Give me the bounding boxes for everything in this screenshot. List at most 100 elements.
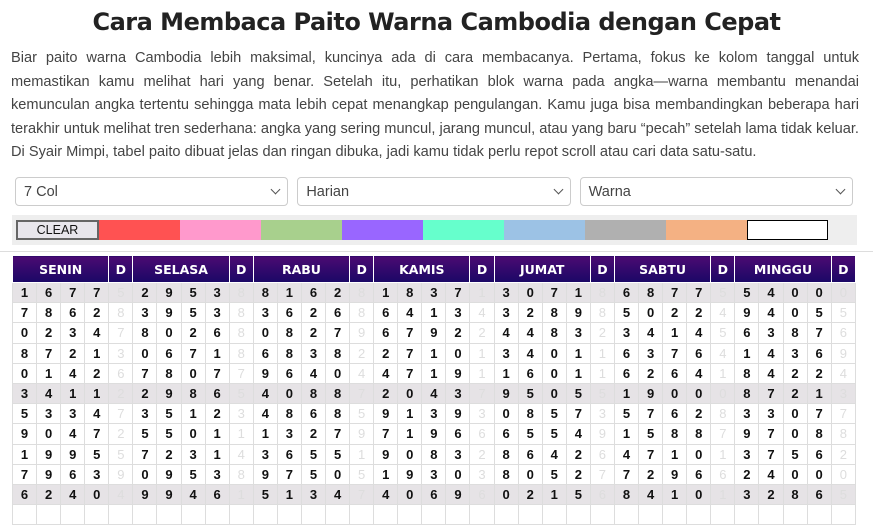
digit-cell[interactable]: 4 <box>421 382 447 405</box>
digit-cell[interactable]: 4 <box>758 281 784 304</box>
digit-cell[interactable]: 8 <box>541 322 567 344</box>
digit-cell[interactable]: 9 <box>252 362 278 384</box>
digit-cell[interactable]: 8 <box>11 342 38 364</box>
digit-cell[interactable]: 4 <box>758 342 784 364</box>
digit-cell[interactable]: 4 <box>60 483 86 506</box>
digit-cell[interactable]: 9 <box>60 443 86 465</box>
columns-select[interactable]: 7 Col <box>15 177 289 206</box>
digit-cell[interactable]: 7 <box>758 443 784 465</box>
digit-cell[interactable]: 0 <box>686 382 712 405</box>
digit-cell[interactable]: 2 <box>782 382 808 405</box>
color-swatch[interactable] <box>180 220 261 240</box>
digit-cell[interactable]: 6 <box>36 281 62 304</box>
digit-cell[interactable]: 7 <box>758 382 784 405</box>
digit-cell[interactable]: 3 <box>252 302 278 324</box>
digit-cell[interactable]: 2 <box>373 382 399 405</box>
digit-cell[interactable]: 6 <box>276 443 302 465</box>
digit-cell[interactable]: 2 <box>132 382 158 405</box>
digit-cell[interactable]: 9 <box>156 463 182 485</box>
digit-cell[interactable]: 0 <box>686 443 712 465</box>
digit-cell[interactable]: 9 <box>493 382 519 405</box>
digit-cell[interactable]: 2 <box>782 362 808 384</box>
digit-cell[interactable]: 1 <box>204 423 230 445</box>
digit-cell[interactable]: 2 <box>662 302 688 324</box>
digit-cell[interactable]: 6 <box>445 423 471 445</box>
digit-cell[interactable]: 3 <box>758 322 784 344</box>
digit-cell[interactable]: 3 <box>782 342 808 364</box>
digit-cell[interactable]: 9 <box>252 463 278 485</box>
digit-cell[interactable]: 4 <box>84 322 110 344</box>
digit-cell[interactable]: 0 <box>782 463 808 485</box>
digit-cell[interactable]: 6 <box>373 322 399 344</box>
digit-cell[interactable]: 6 <box>517 362 543 384</box>
color-swatch[interactable] <box>261 220 342 240</box>
digit-cell[interactable]: 3 <box>36 403 62 425</box>
digit-cell[interactable]: 4 <box>758 362 784 384</box>
digit-cell[interactable]: 2 <box>204 403 230 425</box>
digit-cell[interactable]: 3 <box>421 403 447 425</box>
digit-cell[interactable]: 2 <box>565 443 591 465</box>
digit-cell[interactable]: 3 <box>11 382 38 405</box>
digit-cell[interactable]: 1 <box>11 281 38 304</box>
digit-cell[interactable]: 5 <box>84 443 110 465</box>
digit-cell[interactable]: 2 <box>84 362 110 384</box>
digit-cell[interactable]: 0 <box>638 302 664 324</box>
digit-cell[interactable]: 2 <box>638 362 664 384</box>
digit-cell[interactable]: 1 <box>613 423 640 445</box>
digit-cell[interactable]: 5 <box>325 443 351 465</box>
digit-cell[interactable]: 9 <box>445 403 471 425</box>
digit-cell[interactable]: 1 <box>11 443 38 465</box>
digit-cell[interactable]: 7 <box>132 443 158 465</box>
digit-cell[interactable]: 2 <box>60 342 86 364</box>
digit-cell[interactable]: 4 <box>300 362 327 384</box>
digit-cell[interactable]: 6 <box>11 483 38 506</box>
digit-cell[interactable]: 5 <box>252 483 278 506</box>
digit-cell[interactable]: 0 <box>686 483 712 506</box>
digit-cell[interactable]: 1 <box>276 483 302 506</box>
digit-cell[interactable]: 5 <box>156 423 182 445</box>
digit-cell[interactable]: 7 <box>686 281 712 304</box>
digit-cell[interactable]: 6 <box>613 342 640 364</box>
digit-cell[interactable]: 3 <box>565 322 591 344</box>
digit-cell[interactable]: 6 <box>613 362 640 384</box>
digit-cell[interactable]: 8 <box>156 362 182 384</box>
digit-cell[interactable]: 8 <box>300 382 327 405</box>
digit-cell[interactable]: 3 <box>758 403 784 425</box>
digit-cell[interactable]: 6 <box>276 362 302 384</box>
digit-cell[interactable]: 5 <box>156 403 182 425</box>
digit-cell[interactable]: 9 <box>156 302 182 324</box>
digit-cell[interactable]: 7 <box>84 423 110 445</box>
digit-cell[interactable]: 7 <box>325 322 351 344</box>
digit-cell[interactable]: 6 <box>686 342 712 364</box>
digit-cell[interactable]: 7 <box>132 362 158 384</box>
digit-cell[interactable]: 1 <box>421 362 447 384</box>
digit-cell[interactable]: 3 <box>204 463 230 485</box>
digit-cell[interactable]: 8 <box>276 342 302 364</box>
digit-cell[interactable]: 8 <box>36 302 62 324</box>
digit-cell[interactable]: 0 <box>517 463 543 485</box>
digit-cell[interactable]: 4 <box>84 403 110 425</box>
digit-cell[interactable]: 5 <box>565 483 591 506</box>
digit-cell[interactable]: 1 <box>662 443 688 465</box>
digit-cell[interactable]: 9 <box>421 322 447 344</box>
digit-cell[interactable]: 9 <box>565 302 591 324</box>
digit-cell[interactable]: 4 <box>60 362 86 384</box>
digit-cell[interactable]: 9 <box>734 423 760 445</box>
digit-cell[interactable]: 0 <box>84 483 110 506</box>
color-swatch[interactable] <box>585 220 666 240</box>
digit-cell[interactable]: 4 <box>493 322 519 344</box>
digit-cell[interactable]: 7 <box>758 423 784 445</box>
digit-cell[interactable]: 3 <box>180 443 206 465</box>
digit-cell[interactable]: 4 <box>541 443 567 465</box>
digit-cell[interactable]: 5 <box>300 463 327 485</box>
digit-cell[interactable]: 3 <box>493 281 519 304</box>
digit-cell[interactable]: 8 <box>325 342 351 364</box>
digit-cell[interactable]: 2 <box>758 483 784 506</box>
digit-cell[interactable]: 0 <box>36 423 62 445</box>
digit-cell[interactable]: 4 <box>638 483 664 506</box>
digit-cell[interactable]: 8 <box>806 423 832 445</box>
digit-cell[interactable]: 9 <box>373 443 399 465</box>
digit-cell[interactable]: 4 <box>565 423 591 445</box>
digit-cell[interactable]: 0 <box>445 342 471 364</box>
digit-cell[interactable]: 3 <box>445 443 471 465</box>
